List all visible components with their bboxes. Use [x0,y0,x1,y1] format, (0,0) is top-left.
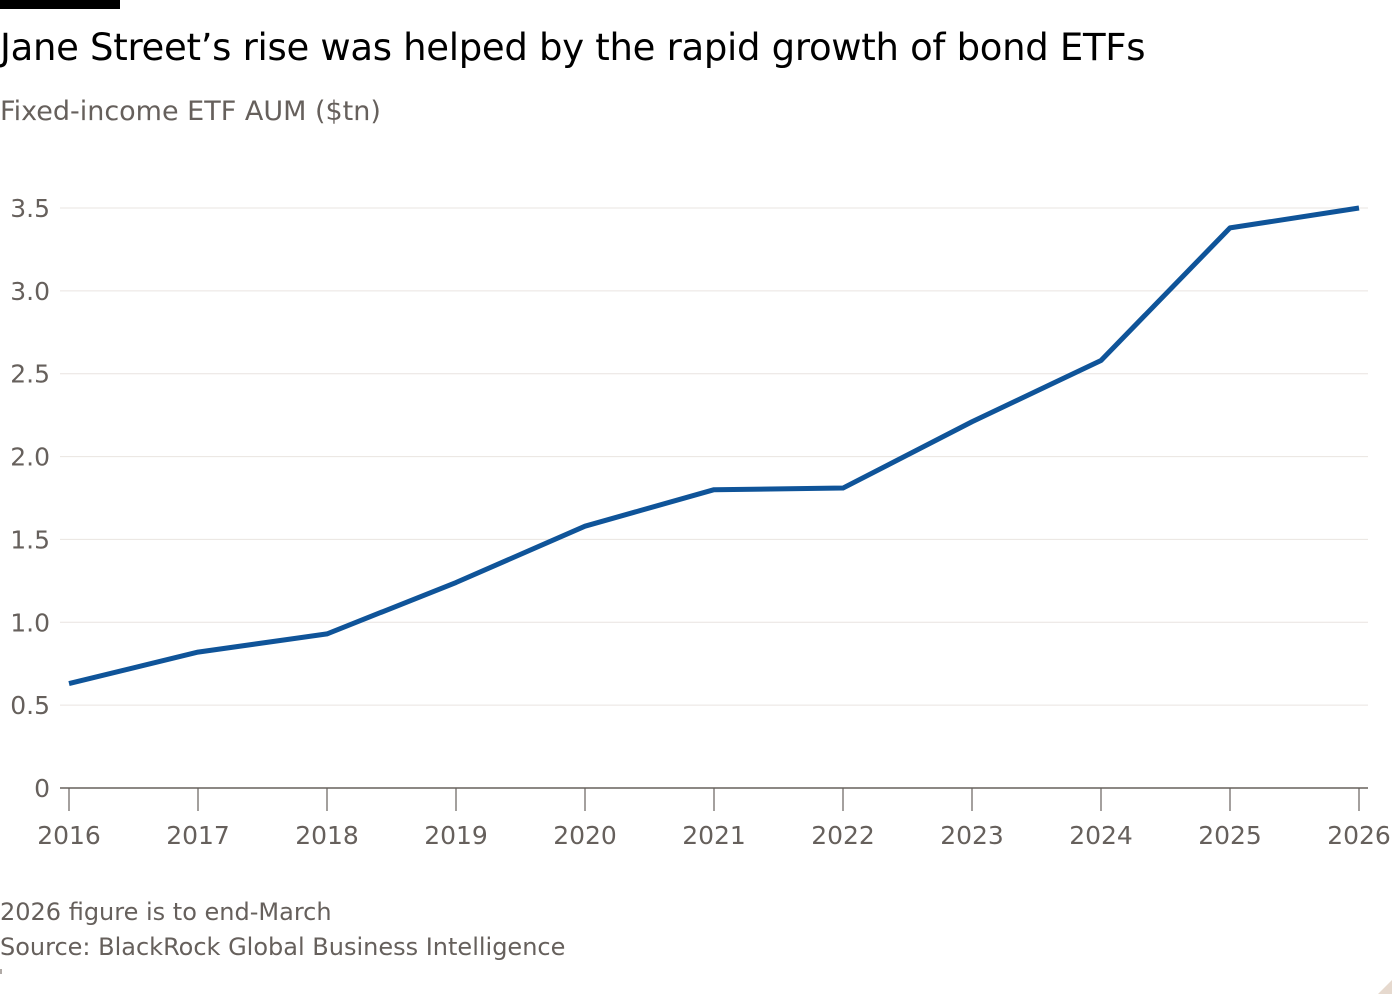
y-tick-label: 1.0 [10,608,50,637]
x-tick-label: 2017 [166,821,230,850]
y-tick-label: 3.0 [10,277,50,306]
x-tick-label: 2025 [1198,821,1262,850]
series-line [68,205,1360,687]
chart-title: Jane Street’s rise was helped by the rap… [0,26,1146,69]
y-tick-label: 1.5 [10,525,50,554]
x-tick-label: 2021 [682,821,746,850]
x-tick-label: 2019 [424,821,488,850]
y-axis-labels: 0 0.5 1.0 1.5 2.0 2.5 3.0 3.5 [10,194,50,803]
footer-tick-mark [0,969,2,974]
y-tick-label: 2.0 [10,443,50,472]
x-tick-label: 2023 [940,821,1004,850]
x-tick-label: 2018 [295,821,359,850]
chart-note: 2026 figure is to end-March [0,898,332,926]
series-layer [68,205,1360,687]
x-tick-label: 2022 [811,821,875,850]
chart-source: Source: BlackRock Global Business Intell… [0,933,566,961]
x-axis-labels: 2016 2017 2018 2019 2020 2021 2022 2023 2024 2025… [37,821,1391,850]
brand-top-bar [0,0,120,9]
gridlines [60,207,1368,706]
chart-subtitle: Fixed-income ETF AUM ($tn) [0,96,381,127]
x-tick-label: 2024 [1069,821,1133,850]
x-axis [60,787,1368,811]
y-tick-label: 0.5 [10,691,50,720]
y-tick-label: 2.5 [10,360,50,389]
x-tick-label: 2016 [37,821,101,850]
corner-logo-mark [1378,980,1392,994]
x-tick-label: 2020 [553,821,617,850]
y-tick-label: 0 [34,774,50,803]
y-tick-label: 3.5 [10,194,50,223]
x-tick-label: 2026 [1327,821,1391,850]
